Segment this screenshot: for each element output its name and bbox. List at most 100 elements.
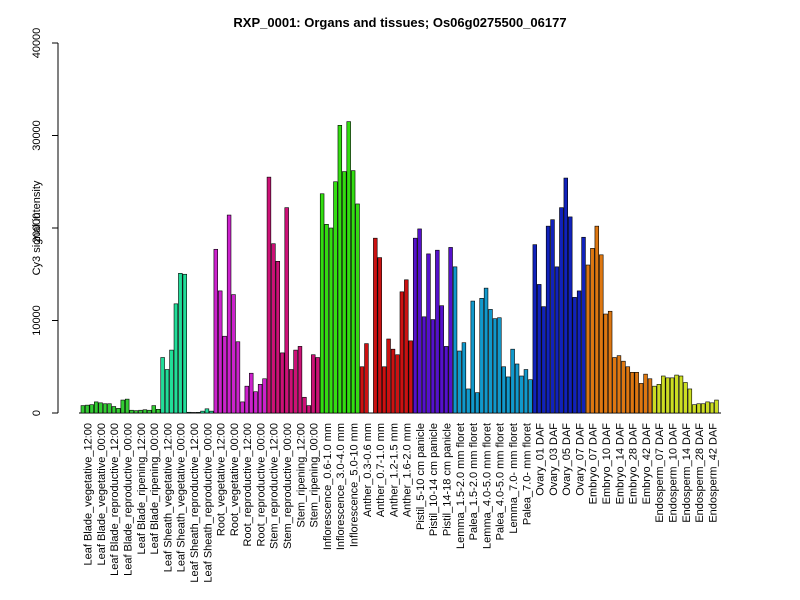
x-tick-label: Embryo_14 DAF xyxy=(614,423,626,505)
x-tick-labels: Leaf Blade_vegetative_12:00 Leaf Blade_ve… xyxy=(83,423,720,583)
bar xyxy=(483,287,489,414)
y-axis-label: Cy3 signal intensity xyxy=(31,180,43,275)
bar xyxy=(559,207,564,414)
x-tick-label: Ovary_03 DAF xyxy=(548,423,560,496)
bar xyxy=(448,247,453,414)
bar xyxy=(417,228,422,414)
y-tick-label: 30000 xyxy=(31,120,43,151)
bar xyxy=(537,284,542,414)
bar xyxy=(381,366,387,414)
bar xyxy=(492,318,498,414)
bar xyxy=(129,409,134,414)
bar xyxy=(195,412,201,414)
x-tick-label: Endosperm_28 DAF xyxy=(694,423,706,523)
bar xyxy=(550,219,555,414)
bar xyxy=(187,411,192,414)
bar xyxy=(625,366,631,414)
bar xyxy=(426,253,431,414)
x-tick-label: Leaf Blade_reproductive_12:00 xyxy=(109,423,121,576)
x-tick-label: Anther_1.2-1.5 mm xyxy=(388,423,400,517)
x-tick-label: Root_reproductive_12:00 xyxy=(242,423,254,547)
bar xyxy=(93,401,99,414)
bar xyxy=(142,409,148,414)
x-tick-label: Endosperm_14 DAF xyxy=(681,423,693,523)
chart-title: RXP_0001: Organs and tissues; Os06g02755… xyxy=(233,15,566,30)
bar xyxy=(355,203,360,414)
bar xyxy=(138,409,143,414)
bar xyxy=(612,357,617,414)
bar xyxy=(638,383,644,414)
bar xyxy=(528,379,533,414)
bar xyxy=(319,193,325,414)
x-tick-label: Root_vegetative_12:00 xyxy=(216,423,228,536)
bar xyxy=(656,384,662,414)
bar xyxy=(275,260,281,414)
bar xyxy=(435,249,440,414)
bar xyxy=(85,404,90,414)
bar xyxy=(461,342,467,414)
bar xyxy=(386,338,391,414)
x-tick-label: Leaf Blade_ripening_00:00 xyxy=(149,423,161,555)
x-tick-label: Embryo_10 DAF xyxy=(601,423,613,505)
bar xyxy=(545,225,551,414)
x-tick-label: Palea_4.0-5.0 mm floret xyxy=(495,423,507,540)
x-tick-label: Leaf Sheath_reproductive_00:00 xyxy=(202,423,214,583)
bar xyxy=(541,306,546,414)
bar xyxy=(395,354,400,414)
bar xyxy=(297,346,303,414)
bar xyxy=(359,366,365,414)
x-tick-label: Ovary_07 DAF xyxy=(574,423,586,496)
bar xyxy=(169,349,174,414)
bar xyxy=(519,375,524,414)
bar xyxy=(630,371,635,414)
bar xyxy=(634,371,639,414)
bar xyxy=(271,243,276,414)
x-tick-label: Inflorescence_5.0-10 mm xyxy=(348,423,360,547)
bar xyxy=(444,346,449,414)
bar xyxy=(408,340,413,414)
bar xyxy=(647,378,653,414)
bar xyxy=(364,343,369,414)
bar xyxy=(284,207,289,414)
bar xyxy=(665,377,670,414)
bar xyxy=(687,388,693,414)
bar xyxy=(488,309,493,414)
bar xyxy=(125,398,130,414)
bar xyxy=(333,181,338,414)
x-tick-label: Palea_1.5-2.0 mm floret xyxy=(468,423,480,540)
bar xyxy=(581,236,586,414)
x-tick-label: Stem_ripening_12:00 xyxy=(295,423,307,528)
bar xyxy=(160,357,165,414)
bar xyxy=(576,290,582,414)
bar xyxy=(173,303,179,414)
x-tick-label: Endosperm_42 DAF xyxy=(707,423,719,523)
bar xyxy=(200,410,205,414)
x-tick-label: Leaf Blade_ripening_12:00 xyxy=(136,423,148,555)
bar xyxy=(439,305,444,414)
bar xyxy=(674,374,679,414)
bars xyxy=(80,121,719,414)
bar xyxy=(603,313,608,414)
x-tick-label: Embryo_42 DAF xyxy=(641,423,653,505)
bar xyxy=(621,360,626,414)
bar xyxy=(714,399,719,414)
bar xyxy=(594,225,600,414)
y-tick-label: 20000 xyxy=(31,213,43,244)
bar xyxy=(497,317,502,414)
bar xyxy=(235,341,241,414)
bar xyxy=(249,372,254,414)
bar xyxy=(209,410,214,414)
bar xyxy=(390,348,396,414)
bar xyxy=(262,378,267,414)
bar xyxy=(107,403,112,414)
x-tick-label: Root_vegetative_00:00 xyxy=(229,423,241,536)
bar xyxy=(377,257,382,414)
bar xyxy=(302,396,307,414)
bar xyxy=(404,279,409,414)
x-tick-label: Anther_1.6-2.0 mm xyxy=(402,423,414,517)
bar xyxy=(253,391,258,414)
bar xyxy=(280,352,285,414)
bar xyxy=(350,170,356,414)
x-tick-label: Pistil_10-14 cm panicle xyxy=(428,423,440,536)
